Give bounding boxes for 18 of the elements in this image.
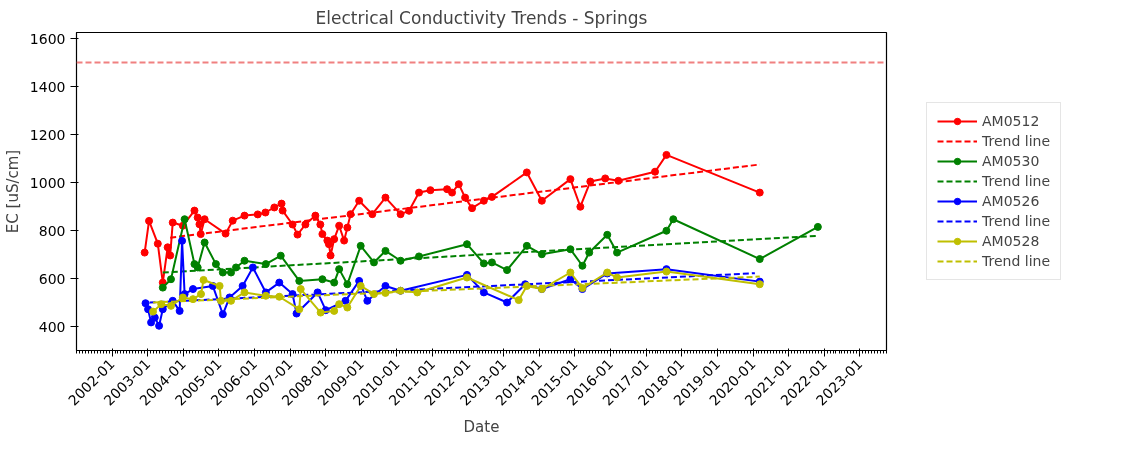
y-tick-label: 1200 (29, 126, 66, 143)
x-axis-title: Date (463, 417, 500, 436)
legend-label: Trend line (982, 213, 1051, 229)
legend-label: AM0526 (982, 193, 1040, 209)
legend-label: Trend line (982, 253, 1051, 269)
y-axis-title: EC [uS/cm] (3, 149, 22, 234)
legend-label: AM0530 (982, 153, 1040, 169)
legend-label: Trend line (982, 173, 1051, 189)
y-tick-label: 1000 (29, 174, 66, 191)
y-tick-label: 1400 (29, 78, 66, 95)
chart-title: Electrical Conductivity Trends - Springs (315, 7, 648, 28)
legend-label: AM0512 (982, 113, 1040, 129)
legend-label: AM0528 (982, 233, 1040, 249)
y-tick-label: 600 (38, 270, 66, 287)
y-tick-label: 800 (38, 222, 66, 239)
y-tick-label: 1600 (29, 30, 66, 47)
legend-label: Trend line (982, 133, 1051, 149)
y-tick-label: 400 (38, 318, 66, 335)
